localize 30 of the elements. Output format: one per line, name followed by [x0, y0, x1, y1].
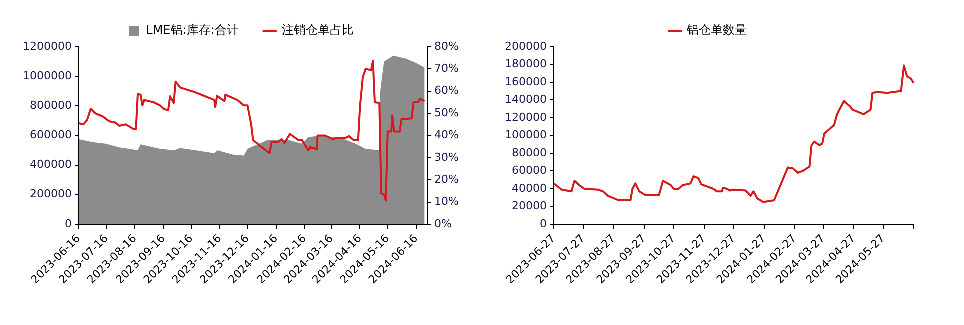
legend-label: 铝仓单数量	[686, 23, 747, 38]
y2-tick-label: 20%	[434, 172, 460, 186]
y-tick-label: 0	[540, 217, 547, 230]
y-tick-label: 80000	[512, 146, 547, 160]
y2-tick-label: 70%	[434, 62, 460, 76]
y-tick-label: 100000	[504, 128, 547, 142]
y-tick-label: 20000	[512, 200, 547, 213]
y-tick-label: 200000	[30, 188, 72, 201]
y2-tick-label: 40%	[434, 128, 460, 142]
y-tick-label: 1000000	[22, 69, 72, 82]
y-tick-label: 400000	[30, 158, 72, 172]
y-tick-label: 180000	[504, 58, 547, 71]
y-tick-label: 1200000	[22, 40, 72, 53]
y-tick-label: 40000	[512, 182, 547, 195]
y-tick-label: 140000	[504, 93, 547, 106]
y-tick-label: 800000	[30, 99, 72, 112]
legend-label: LME铝:库存:合计	[146, 23, 239, 38]
y-tick-label: 120000	[504, 110, 547, 124]
y2-tick-label: 60%	[434, 84, 460, 98]
y-tick-label: 160000	[504, 75, 547, 88]
y2-tick-label: 50%	[434, 106, 460, 120]
y2-tick-label: 0%	[434, 217, 452, 230]
y2-tick-label: 30%	[434, 150, 460, 164]
y2-tick-label: 10%	[434, 195, 460, 208]
y-tick-label: 600000	[30, 128, 72, 142]
legend-label: 注销仓单占比	[282, 23, 354, 38]
y-tick-label: 0	[64, 217, 72, 230]
y-tick-label: 60000	[512, 164, 547, 178]
y2-tick-label: 80%	[434, 40, 460, 53]
y-tick-label: 200000	[504, 40, 547, 53]
